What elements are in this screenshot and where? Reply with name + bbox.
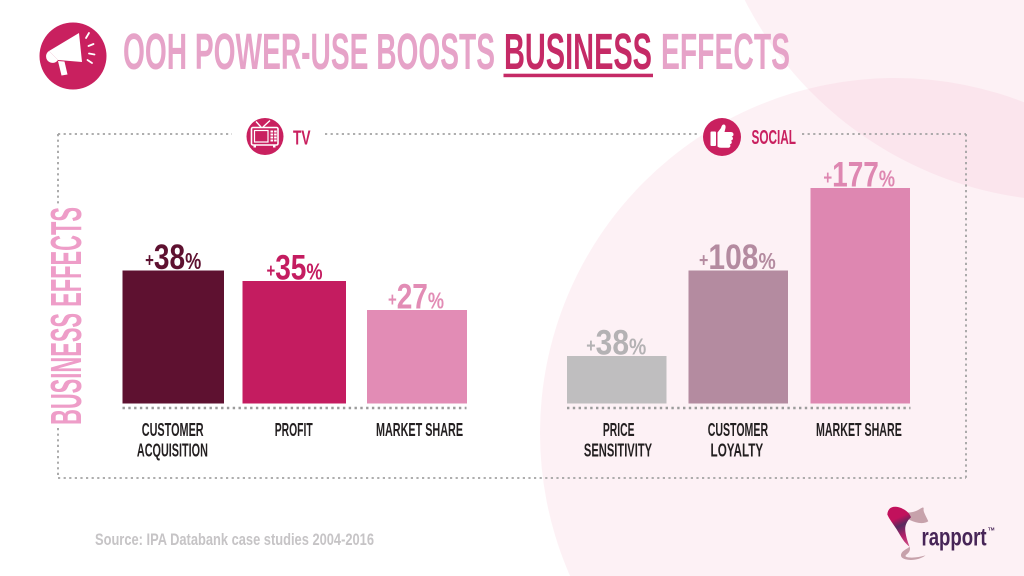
- svg-text:TM: TM: [988, 527, 995, 532]
- svg-text:SENSITIVITY: SENSITIVITY: [584, 441, 652, 461]
- svg-text:MARKET SHARE: MARKET SHARE: [376, 420, 463, 440]
- svg-text:rapport: rapport: [922, 524, 988, 552]
- svg-text:+108%: +108%: [699, 237, 776, 277]
- svg-text:Source: IPA Databank case stud: Source: IPA Databank case studies 2004-2…: [95, 531, 374, 549]
- svg-text:EFFECTS: EFFECTS: [661, 23, 790, 80]
- svg-text:+27%: +27%: [388, 276, 444, 316]
- svg-text:BUSINESS: BUSINESS: [504, 23, 652, 80]
- svg-text:+38%: +38%: [586, 322, 646, 362]
- svg-text:PROFIT: PROFIT: [275, 420, 313, 440]
- svg-text:MARKET SHARE: MARKET SHARE: [816, 420, 902, 440]
- svg-text:OOH POWER-USE BOOSTS: OOH POWER-USE BOOSTS: [123, 23, 495, 80]
- svg-text:ACQUISITION: ACQUISITION: [137, 441, 208, 461]
- svg-text:+38%: +38%: [145, 237, 201, 277]
- svg-text:+177%: +177%: [823, 154, 895, 194]
- svg-text:LOYALTY: LOYALTY: [711, 441, 764, 461]
- svg-text:BUSINESS EFFECTS: BUSINESS EFFECTS: [42, 207, 91, 425]
- svg-text:CUSTOMER: CUSTOMER: [708, 420, 768, 440]
- svg-text:TV: TV: [293, 128, 311, 150]
- svg-text:SOCIAL: SOCIAL: [752, 127, 797, 149]
- svg-text:CUSTOMER: CUSTOMER: [142, 420, 204, 440]
- svg-text:PRICE: PRICE: [603, 420, 635, 440]
- svg-text:+35%: +35%: [266, 247, 322, 287]
